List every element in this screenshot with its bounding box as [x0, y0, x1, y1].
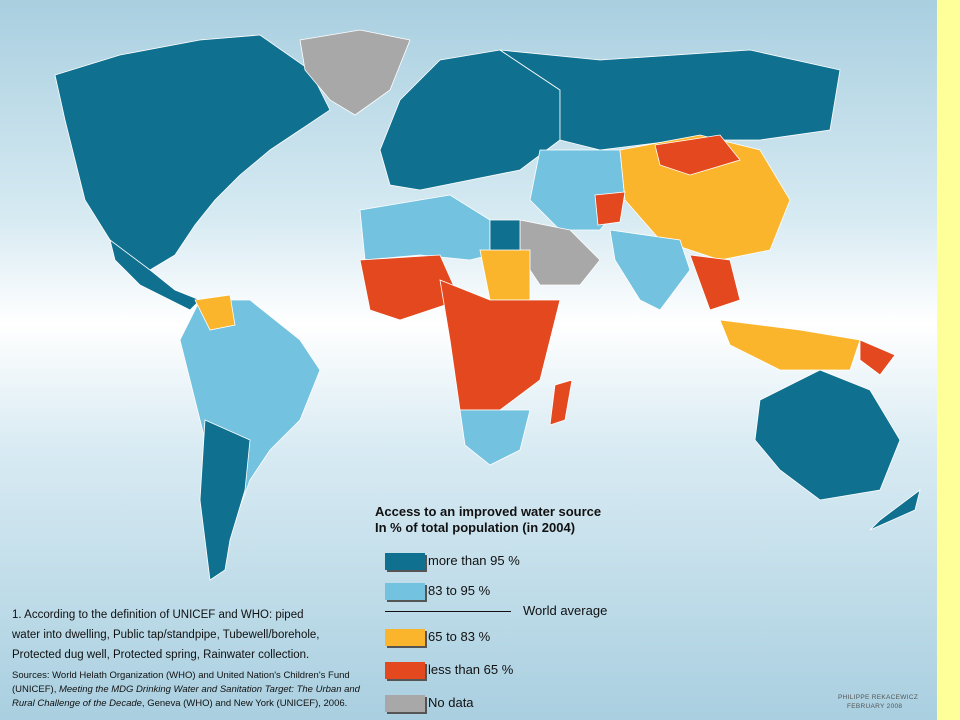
- greenland: [299, 29, 411, 116]
- legend-swatch: [385, 553, 425, 570]
- footnote-line: Protected dug well, Protected spring, Ra…: [12, 649, 310, 661]
- world-average-line: [385, 611, 511, 612]
- legend-label: 65 to 83 %: [428, 629, 491, 644]
- sources-text: , Geneva (WHO) and New York (UNICEF), 20…: [141, 698, 348, 709]
- southeast-asia: [689, 254, 741, 311]
- sources-text: Meeting the MDG Drinking Water and Sanit…: [58, 684, 360, 695]
- legend-swatch: [385, 629, 425, 646]
- north-america: [54, 34, 331, 271]
- sources-text: (UNICEF),: [12, 684, 59, 695]
- world-map: [54, 29, 921, 581]
- legend-swatch: [385, 583, 425, 600]
- credit-line: PHILIPPE REKACEWICZ: [838, 694, 919, 701]
- footnote-line: 1. According to the definition of UNICEF…: [12, 609, 304, 621]
- central-america: [109, 239, 201, 311]
- north-asia: [499, 49, 841, 151]
- sources-text: Sources: World Helath Organization (WHO)…: [12, 670, 350, 681]
- afghanistan: [594, 191, 626, 226]
- southern-cone: [199, 419, 251, 581]
- legend-swatch: [385, 662, 425, 679]
- legend-label: No data: [428, 695, 474, 710]
- sources-line: Sources: World Helath Organization (WHO)…: [12, 670, 350, 681]
- sources-text: Rural Challenge of the Decade: [12, 698, 142, 709]
- footnote-line: water into dwelling, Public tap/standpip…: [12, 629, 320, 641]
- world-average-label: World average: [523, 603, 608, 618]
- madagascar: [549, 379, 573, 426]
- side-strip: [937, 0, 960, 720]
- central-africa: [439, 279, 561, 411]
- sources-line: (UNICEF), Meeting the MDG Drinking Water…: [12, 684, 360, 695]
- legend-label: less than 65 %: [428, 662, 514, 677]
- north-africa: [359, 194, 491, 261]
- papua-new-guinea: [859, 339, 896, 376]
- credit-line: FEBRUARY 2008: [847, 703, 903, 710]
- sudan: [479, 249, 531, 301]
- legend-label: more than 95 %: [428, 553, 520, 568]
- new-zealand: [869, 489, 921, 531]
- sources-line: Rural Challenge of the Decade, Geneva (W…: [12, 698, 347, 709]
- legend-label: 83 to 95 %: [428, 583, 491, 598]
- australia: [754, 369, 901, 501]
- india: [609, 229, 691, 311]
- south-america: [179, 299, 321, 561]
- legend-title: Access to an improved water source: [375, 504, 602, 519]
- legend-swatch: [385, 695, 425, 712]
- west-africa: [359, 254, 461, 321]
- legend-subtitle: In % of total population (in 2004): [375, 520, 576, 535]
- venezuela: [194, 294, 236, 331]
- mongolia: [654, 134, 741, 176]
- southern-africa: [459, 409, 531, 466]
- indonesia: [719, 319, 861, 371]
